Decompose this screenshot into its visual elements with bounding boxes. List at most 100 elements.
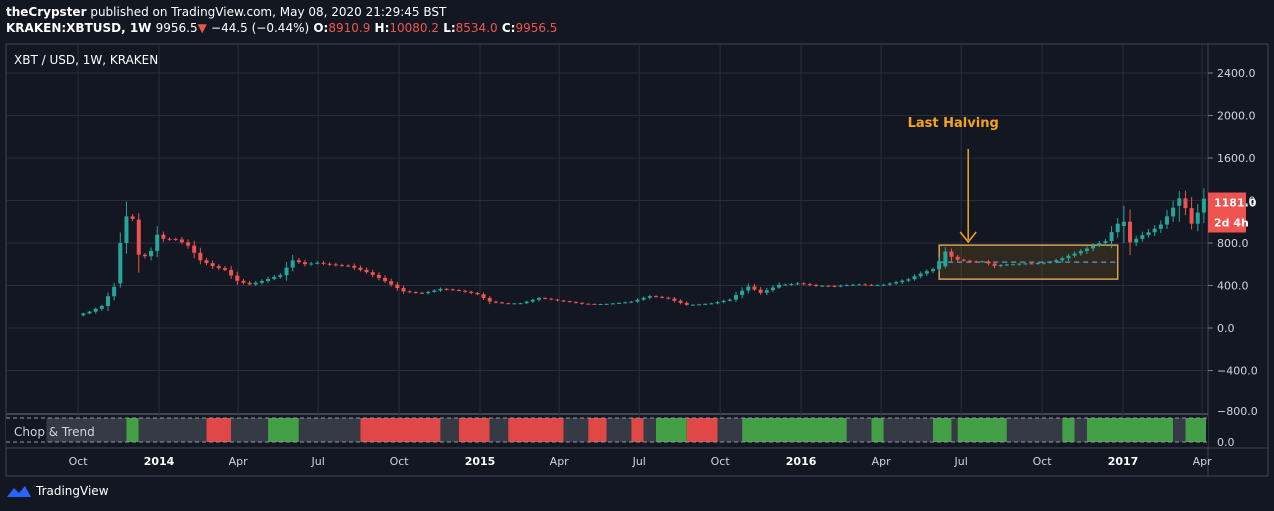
indicator-bar xyxy=(563,418,589,442)
candle-body xyxy=(118,243,123,284)
last-price-label: 1181.0 xyxy=(1214,197,1257,210)
candle-body xyxy=(1023,263,1028,265)
candle-body xyxy=(1066,255,1071,259)
candlestick-series xyxy=(81,188,1206,317)
indicator-bar xyxy=(231,418,269,442)
x-tick-label: Oct xyxy=(69,455,89,468)
candle-body xyxy=(1078,251,1083,254)
candle-body xyxy=(986,261,991,264)
candle-body xyxy=(801,283,806,285)
candle-body xyxy=(912,276,917,280)
candle-body xyxy=(1097,243,1102,246)
x-tick-label: Jul xyxy=(954,455,968,468)
candle-body xyxy=(1171,207,1176,217)
candle-body xyxy=(580,302,585,304)
candle-body xyxy=(690,304,695,306)
time-axis[interactable]: Oct 2014 Apr Jul Oct 2015 Apr Jul Oct 2016 Apr Jul O… xyxy=(69,455,1213,468)
indicator-bar xyxy=(268,418,299,442)
chop-trend-indicator: Chop & Trend −800.0 0.0 xyxy=(6,405,1258,449)
candle-body xyxy=(555,299,560,301)
candle-body xyxy=(105,296,110,307)
candle-body xyxy=(733,295,738,300)
indicator-bar xyxy=(631,418,644,442)
indicator-bar xyxy=(298,418,361,442)
candle-body xyxy=(1134,238,1139,243)
x-tick-label: Oct xyxy=(711,455,731,468)
candle-body xyxy=(752,286,757,290)
candle-body xyxy=(1084,248,1089,252)
annotation-text[interactable]: Last Halving xyxy=(908,116,999,131)
candle-body xyxy=(395,284,400,289)
indicator-bar xyxy=(686,418,718,442)
candle-body xyxy=(1140,235,1145,239)
y-tick-label: −400.0 xyxy=(1217,365,1258,378)
candle-body xyxy=(967,260,972,262)
indicator-bar xyxy=(1074,418,1087,442)
candle-body xyxy=(617,302,622,304)
last-price: 9956.5 xyxy=(155,21,198,35)
candle-body xyxy=(1195,212,1200,224)
x-tick-label: Apr xyxy=(872,455,892,468)
range-box-rect[interactable] xyxy=(938,244,1119,280)
x-tick-label: Jul xyxy=(632,455,646,468)
candle-body xyxy=(315,262,320,264)
candle-body xyxy=(204,260,209,264)
candle-body xyxy=(216,266,221,269)
candle-body xyxy=(259,281,264,283)
chart-frame xyxy=(5,43,1269,477)
candle-body xyxy=(253,282,258,285)
low-value: 8534.0 xyxy=(455,21,498,35)
candle-body xyxy=(364,269,369,273)
candle-body xyxy=(87,311,92,314)
halving-annotation[interactable]: Last Halving xyxy=(908,116,999,244)
candle-body xyxy=(173,239,178,241)
symbol-label[interactable]: KRAKEN:XBTUSD, 1W xyxy=(6,21,152,35)
author-name[interactable]: theCrypster xyxy=(6,5,87,19)
candle-body xyxy=(660,296,665,298)
low-label: L: xyxy=(443,21,456,35)
candle-body xyxy=(222,268,227,270)
candle-body xyxy=(1091,245,1096,249)
footer[interactable]: TradingView xyxy=(6,484,109,498)
y-tick-label: 400.0 xyxy=(1217,280,1249,293)
indicator-bar xyxy=(440,418,459,442)
countdown-label-bg xyxy=(1208,212,1246,233)
candle-body xyxy=(1189,208,1194,224)
candle-body xyxy=(475,292,480,295)
indicator-title: Chop & Trend xyxy=(14,425,95,439)
candle-body xyxy=(450,289,455,291)
y-tick-label: 2000.0 xyxy=(1217,110,1256,123)
candle-body xyxy=(783,284,788,286)
candle-body xyxy=(623,302,628,304)
candle-body xyxy=(81,313,86,316)
candle-body xyxy=(1035,263,1040,265)
indicator-bar xyxy=(742,418,847,442)
candle-body xyxy=(136,219,141,255)
candle-body xyxy=(290,260,295,268)
high-value: 10080.2 xyxy=(389,21,440,35)
candle-body xyxy=(1029,263,1034,265)
candle-body xyxy=(309,263,314,265)
candle-body xyxy=(758,289,763,293)
y-tick-label: 2400.0 xyxy=(1217,67,1256,80)
candle-body xyxy=(500,302,505,304)
candle-body xyxy=(419,292,424,294)
candle-body xyxy=(93,308,98,312)
price-axis[interactable]: −400.00.0400.0800.01200.01600.02000.0240… xyxy=(1208,67,1258,378)
candle-body xyxy=(1115,223,1120,233)
open-value: 8910.9 xyxy=(328,21,371,35)
candle-body xyxy=(586,303,591,305)
candle-body xyxy=(900,280,905,283)
candle-body xyxy=(247,282,252,285)
candle-body xyxy=(838,285,843,287)
halving-range-box[interactable] xyxy=(938,244,1119,280)
candle-body xyxy=(604,303,609,305)
close-value: 9956.5 xyxy=(515,21,558,35)
candle-body xyxy=(949,251,954,257)
candle-body xyxy=(549,298,554,300)
candle-body xyxy=(327,263,332,265)
high-label: H: xyxy=(374,21,390,35)
candle-body xyxy=(974,261,979,263)
y-tick-label: 1600.0 xyxy=(1217,152,1256,165)
